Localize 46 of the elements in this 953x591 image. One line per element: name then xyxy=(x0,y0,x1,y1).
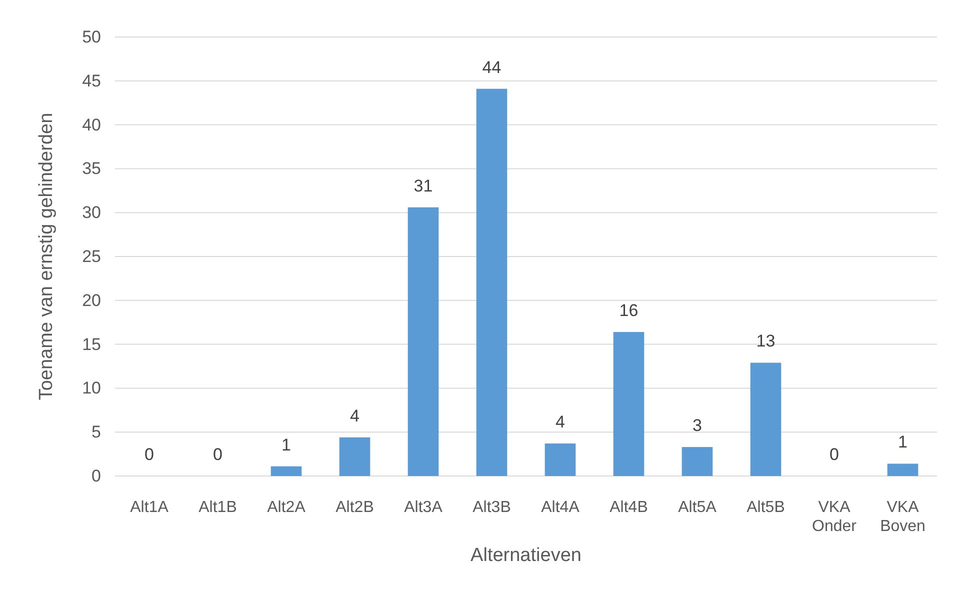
x-tick-label: Alt5B xyxy=(746,499,785,516)
bar xyxy=(339,437,370,476)
y-tick-label: 0 xyxy=(92,466,101,486)
data-label: 1 xyxy=(898,432,908,452)
x-tick-label: Alt4A xyxy=(541,499,580,516)
bar xyxy=(476,88,508,476)
x-tick-label: Alt1A xyxy=(130,499,169,516)
x-tick-label: Alt4B xyxy=(610,499,648,516)
bar xyxy=(750,362,782,476)
x-tick-label: Alt3A xyxy=(404,499,443,516)
x-tick-label: Alt5A xyxy=(678,499,717,516)
x-tick-label: VKA Boven xyxy=(880,499,926,536)
data-label: 0 xyxy=(830,445,839,464)
data-label: 31 xyxy=(414,176,433,196)
y-tick-label: 20 xyxy=(82,290,101,310)
data-label: 0 xyxy=(144,445,154,464)
data-label: 3 xyxy=(692,416,702,436)
y-tick-label: 5 xyxy=(92,422,101,442)
y-axis-title: Toename van ernstig gehinderden xyxy=(36,112,57,400)
y-tick-label: 15 xyxy=(82,334,101,354)
data-label: 4 xyxy=(350,406,360,426)
y-tick-label: 40 xyxy=(82,115,101,134)
data-label: 13 xyxy=(756,332,776,351)
x-tick-label: Alt2B xyxy=(336,499,374,516)
data-label: 0 xyxy=(213,445,222,464)
data-label: 1 xyxy=(282,435,291,454)
y-tick-label: 45 xyxy=(82,71,101,90)
x-tick-label: Alt2A xyxy=(267,499,306,516)
x-tick-label: VKA Onder xyxy=(812,499,858,536)
data-label: 4 xyxy=(556,412,565,432)
y-tick-label: 30 xyxy=(82,203,101,222)
bar xyxy=(270,466,302,476)
bar xyxy=(408,207,439,476)
data-label: 44 xyxy=(482,58,502,77)
y-tick-label: 35 xyxy=(82,159,101,178)
y-tick-label: 50 xyxy=(82,27,101,46)
bar xyxy=(682,447,713,476)
bar xyxy=(887,464,918,476)
y-tick-label: 25 xyxy=(82,246,101,266)
x-tick-label: Alt3B xyxy=(472,499,511,516)
y-tick-label: 10 xyxy=(82,378,101,398)
data-label: 16 xyxy=(619,301,638,320)
x-tick-label: Alt1B xyxy=(198,499,237,516)
bar xyxy=(544,444,576,476)
x-axis-title: Alternatieven xyxy=(470,545,582,566)
bar xyxy=(613,332,644,476)
